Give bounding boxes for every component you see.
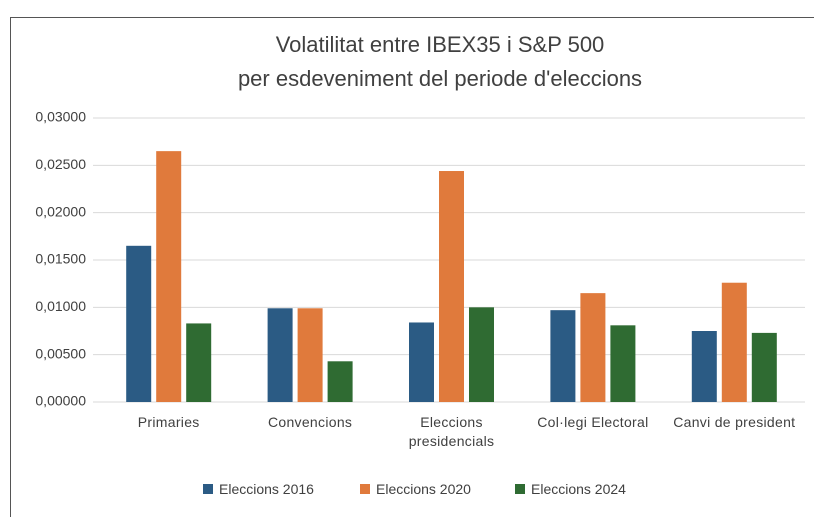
bar bbox=[469, 307, 494, 402]
x-tick-label: Convencions bbox=[267, 414, 353, 430]
legend-label: Eleccions 2024 bbox=[531, 481, 626, 497]
x-tick-label: Col·legi Electoral bbox=[537, 414, 649, 430]
bar bbox=[297, 308, 323, 402]
y-tick-label: 0,00500 bbox=[35, 345, 86, 361]
x-tick-label: Eleccions presidencials bbox=[408, 414, 495, 449]
legend-swatch bbox=[515, 484, 525, 494]
chart-border bbox=[10, 17, 814, 517]
bar bbox=[721, 282, 747, 402]
legend-item: Eleccions 2016 bbox=[203, 481, 314, 497]
legend-label: Eleccions 2016 bbox=[219, 481, 314, 497]
legend-item: Eleccions 2024 bbox=[515, 481, 626, 497]
bar bbox=[439, 171, 464, 402]
bar bbox=[327, 361, 353, 402]
bar bbox=[126, 245, 152, 402]
y-tick-label: 0,01500 bbox=[35, 251, 86, 267]
y-tick-label: 0,02000 bbox=[35, 203, 86, 219]
y-tick-label: 0,03000 bbox=[35, 109, 86, 125]
bar bbox=[409, 322, 434, 402]
y-tick-label: 0,00000 bbox=[35, 393, 86, 409]
y-tick-label: 0,02500 bbox=[35, 156, 86, 172]
bar bbox=[751, 332, 777, 402]
bar bbox=[267, 308, 293, 402]
y-tick-label: 0,01000 bbox=[35, 298, 86, 314]
bar bbox=[156, 151, 182, 402]
legend-swatch bbox=[203, 484, 213, 494]
legend-item: Eleccions 2020 bbox=[360, 481, 471, 497]
chart-title: Volatilitat entre IBEX35 i S&P 500 bbox=[276, 32, 605, 57]
x-tick-label: Canvi de president bbox=[673, 414, 796, 430]
bar bbox=[691, 331, 717, 402]
bar bbox=[610, 325, 636, 402]
bar bbox=[186, 323, 212, 402]
bar bbox=[550, 310, 576, 402]
legend-label: Eleccions 2020 bbox=[376, 481, 471, 497]
bar bbox=[580, 293, 606, 402]
chart-subtitle: per esdeveniment del periode d'eleccions bbox=[238, 66, 642, 91]
x-tick-label: Primaries bbox=[137, 414, 200, 430]
legend-swatch bbox=[360, 484, 370, 494]
